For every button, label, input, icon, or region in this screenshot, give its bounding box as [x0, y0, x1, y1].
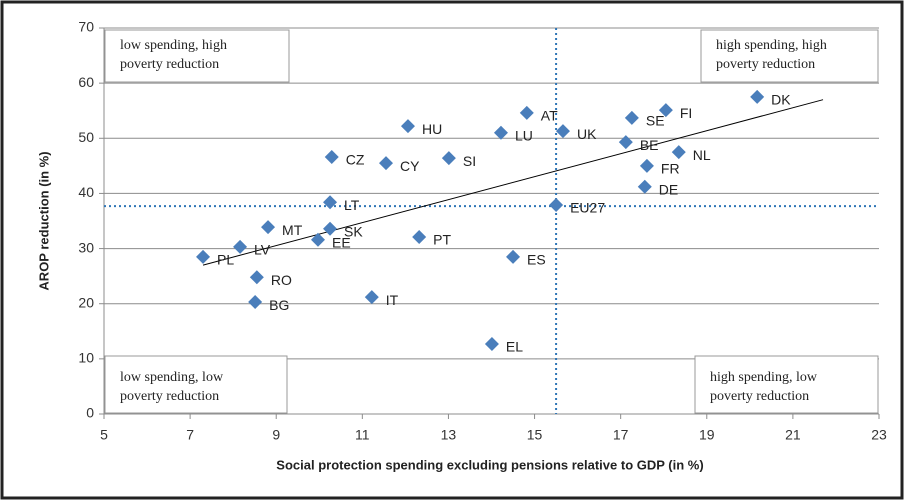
y-tick-label: 60	[78, 74, 94, 90]
quadrant-label: poverty reduction	[120, 389, 219, 404]
point	[412, 229, 427, 244]
quadrant-box	[104, 29, 290, 83]
point	[441, 151, 456, 166]
x-tick-label: 7	[186, 427, 194, 443]
quadrant-box	[700, 29, 879, 83]
quadrant-label: high spending, low	[710, 370, 818, 385]
point	[750, 89, 765, 104]
point	[624, 110, 639, 125]
point	[400, 119, 415, 134]
point-label: CY	[400, 158, 420, 174]
point-label: PL	[217, 252, 234, 268]
x-tick-label: 19	[699, 427, 715, 443]
point-label: EL	[506, 339, 523, 355]
x-tick-label: 23	[871, 427, 887, 443]
point-label: HU	[422, 121, 442, 137]
point-label: SE	[646, 113, 665, 129]
point	[379, 156, 394, 171]
point-label: RO	[271, 272, 292, 288]
y-tick-label: 70	[78, 19, 94, 35]
point-label: BE	[640, 137, 659, 153]
point	[323, 195, 338, 210]
point-label: EU27	[570, 200, 605, 216]
y-tick-label: 30	[78, 239, 94, 255]
point	[364, 290, 379, 305]
point	[519, 105, 534, 120]
y-tick-label: 0	[86, 405, 94, 421]
point-label: EE	[332, 234, 351, 250]
point	[324, 150, 339, 165]
x-tick-label: 15	[527, 427, 543, 443]
quadrant-label: low spending, low	[120, 370, 224, 385]
point-label: DE	[659, 182, 678, 198]
quadrant-label: high spending, high	[716, 38, 827, 53]
quadrant-label: poverty reduction	[710, 389, 809, 404]
point	[549, 198, 564, 213]
point-label: CZ	[346, 152, 365, 168]
point	[249, 270, 264, 285]
point	[233, 239, 248, 254]
point	[618, 135, 633, 150]
point-label: AT	[541, 108, 558, 124]
trendline	[202, 99, 824, 266]
point-label: LV	[254, 242, 271, 258]
point-label: UK	[577, 126, 597, 142]
point	[323, 221, 338, 236]
y-tick-label: 10	[78, 350, 94, 366]
quadrant-label: poverty reduction	[716, 57, 815, 72]
x-axis-label: Social protection spending excluding pen…	[276, 457, 703, 472]
x-tick-label: 11	[355, 427, 370, 443]
y-axis-label: AROP reduction (in %)	[36, 151, 51, 290]
point	[639, 158, 654, 173]
point	[506, 249, 521, 264]
point-label: DK	[771, 92, 791, 108]
x-tick-label: 17	[613, 427, 629, 443]
point	[555, 124, 570, 139]
point	[310, 232, 325, 247]
x-tick-label: 9	[272, 427, 280, 443]
point-label: MT	[282, 222, 303, 238]
y-tick-label: 20	[78, 294, 94, 310]
point-label: FR	[661, 161, 680, 177]
point-label: ES	[527, 252, 546, 268]
point	[196, 249, 211, 264]
point	[248, 295, 263, 310]
point	[671, 145, 686, 160]
x-tick-label: 5	[100, 427, 108, 443]
point-label: IT	[386, 292, 399, 308]
point-label: LU	[515, 127, 533, 143]
point	[637, 179, 652, 194]
point	[484, 336, 499, 351]
x-tick-label: 21	[785, 427, 801, 443]
point-label: LT	[344, 197, 360, 213]
quadrant-label: poverty reduction	[120, 57, 219, 72]
quadrant-label: low spending, high	[120, 38, 227, 53]
quadrant-box	[694, 355, 879, 414]
point	[658, 103, 673, 118]
y-tick-label: 50	[78, 129, 94, 145]
point	[261, 220, 276, 235]
x-tick-label: 13	[441, 427, 457, 443]
point-label: NL	[693, 147, 711, 163]
point-label: SK	[344, 223, 363, 239]
point-label: BG	[269, 297, 289, 313]
point-label: FI	[680, 105, 692, 121]
quadrant-box	[104, 355, 288, 414]
point-label: PT	[433, 232, 451, 248]
point-label: SI	[463, 153, 476, 169]
point	[493, 125, 508, 140]
y-tick-label: 40	[78, 184, 94, 200]
